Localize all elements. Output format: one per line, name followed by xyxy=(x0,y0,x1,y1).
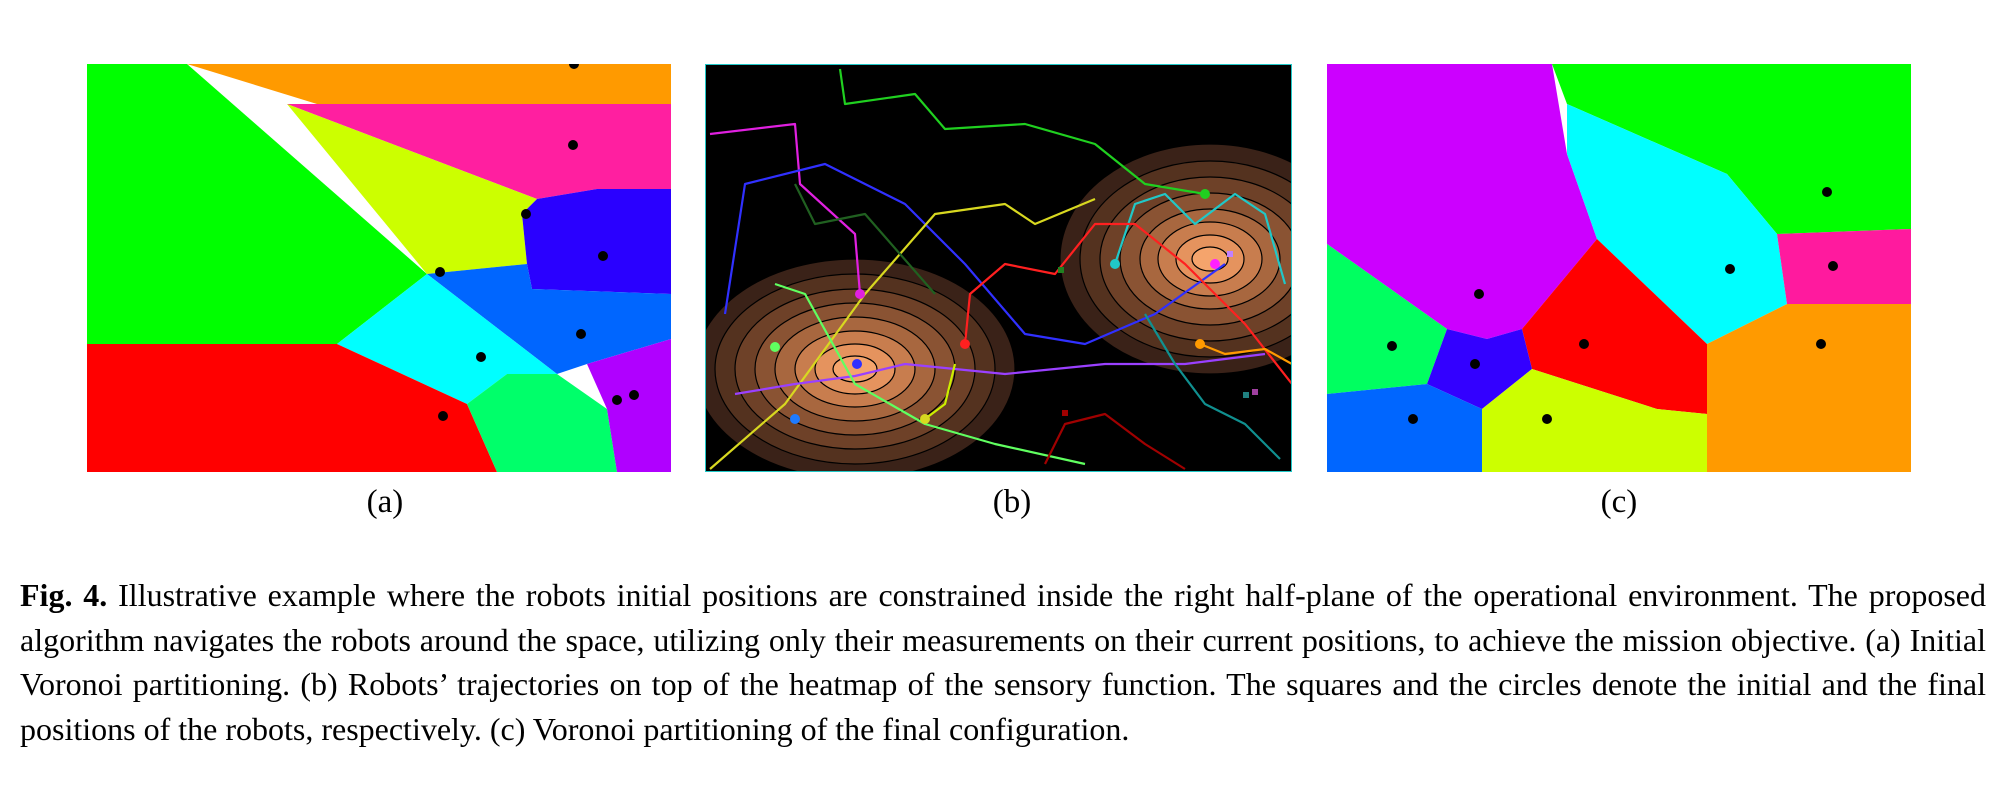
trajectory-red xyxy=(963,222,1292,385)
robot-positions xyxy=(1387,187,1838,424)
robot-initial-square xyxy=(1227,251,1233,257)
voronoi-cell-magenta xyxy=(1327,64,1597,339)
robot-final-dot xyxy=(920,414,930,424)
robot-trajectories xyxy=(709,68,1292,470)
trajectory-teal xyxy=(1144,313,1281,460)
trajectory-yellow-2 xyxy=(924,363,957,420)
robot-dot xyxy=(1408,414,1418,424)
robot-final-dot xyxy=(1200,189,1210,199)
robot-dot xyxy=(1542,414,1552,424)
robot-dot xyxy=(1387,341,1397,351)
robot-initial-square xyxy=(1243,392,1249,398)
robot-final-dot xyxy=(1195,339,1205,349)
robot-final-dot xyxy=(960,339,970,349)
trajectory-cyan xyxy=(1113,192,1287,285)
robot-dot xyxy=(569,64,579,69)
voronoi-cell-orange xyxy=(187,64,671,104)
robot-dot xyxy=(1828,261,1838,271)
robot-final-dot xyxy=(770,342,780,352)
trajectory-violet xyxy=(734,352,1266,396)
robot-initial-square xyxy=(1058,267,1064,273)
trajectory-heatmap-panel xyxy=(705,64,1292,472)
robot-final-dot xyxy=(852,359,862,369)
robot-initial-square xyxy=(1062,410,1068,416)
voronoi-cell-green xyxy=(87,64,427,344)
voronoi-cell-violet xyxy=(1427,329,1532,409)
robot-dot xyxy=(476,352,486,362)
voronoi-cell-pink xyxy=(1777,229,1911,304)
final-positions xyxy=(770,189,1220,424)
robot-dot xyxy=(521,209,531,219)
robot-dot xyxy=(576,329,586,339)
voronoi-cell-cyan xyxy=(1567,104,1787,344)
robot-dot xyxy=(435,267,445,277)
robot-final-dot xyxy=(1110,259,1120,269)
voronoi-final-panel xyxy=(1327,64,1911,472)
voronoi-cell-spring xyxy=(467,374,617,472)
voronoi-cell-green xyxy=(1552,64,1911,234)
robot-dot xyxy=(438,411,448,421)
voronoi-cell-blue xyxy=(522,189,671,294)
trajectory-darkgreen xyxy=(794,183,936,295)
trajectory-darkred xyxy=(1044,412,1186,470)
voronoi-cell-red xyxy=(1522,239,1707,414)
voronoi-cell-orange xyxy=(1707,304,1911,472)
robot-dot xyxy=(1470,359,1480,369)
trajectory-lime xyxy=(774,282,1086,466)
subfigure-label-c: (c) xyxy=(1600,484,1638,520)
trajectory-green xyxy=(838,68,1206,196)
robot-positions xyxy=(435,64,639,421)
subfigure-label-b: (b) xyxy=(992,484,1032,520)
robot-dot xyxy=(568,140,578,150)
voronoi-cell-yellow xyxy=(1482,369,1707,472)
figure-caption: Fig. 4. Illustrative example where the r… xyxy=(20,573,1986,751)
trajectory-magenta xyxy=(709,122,862,295)
caption-text: Illustrative example where the robots in… xyxy=(20,577,1987,747)
voronoi-cell-spring xyxy=(1327,244,1447,394)
robot-final-dot xyxy=(790,414,800,424)
robot-initial-square xyxy=(1252,389,1258,395)
voronoi-cell-red xyxy=(87,344,497,472)
robot-dot xyxy=(629,390,639,400)
voronoi-cell-blue xyxy=(1327,384,1482,472)
robot-dot xyxy=(1822,187,1832,197)
figure-number: Fig. 4. xyxy=(20,577,108,613)
voronoi-cell-yellow xyxy=(287,104,537,274)
trajectory-blue xyxy=(723,162,1226,346)
robot-dot xyxy=(1579,339,1589,349)
voronoi-initial-panel xyxy=(87,64,671,472)
robot-dot xyxy=(612,395,622,405)
robot-dot xyxy=(598,251,608,261)
robot-dot xyxy=(1816,339,1826,349)
trajectory-orange xyxy=(1199,342,1292,365)
voronoi-cell-azure xyxy=(427,264,671,374)
voronoi-cell-purple xyxy=(587,339,671,472)
robot-dot xyxy=(1725,264,1735,274)
trajectory-yellow xyxy=(709,197,1096,470)
initial-positions xyxy=(1058,251,1258,416)
subfigure-label-a: (a) xyxy=(366,484,404,520)
voronoi-cell-magenta xyxy=(287,104,671,199)
voronoi-cell-cyan xyxy=(337,274,557,404)
robot-final-dot xyxy=(1210,259,1220,269)
robot-final-dot xyxy=(855,289,865,299)
robot-dot xyxy=(1474,289,1484,299)
